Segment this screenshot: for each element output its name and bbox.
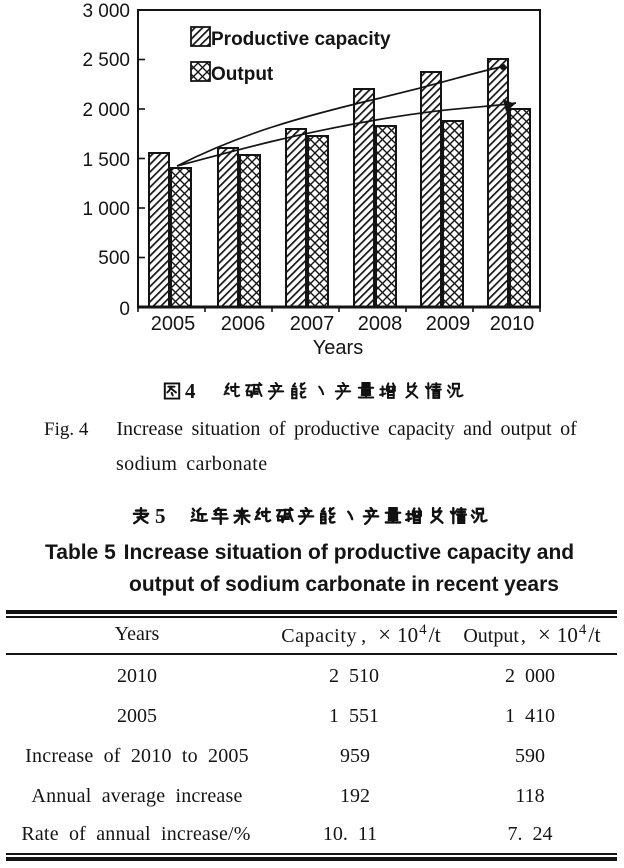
svg-text:Output: Output — [211, 64, 274, 85]
svg-text:Years: Years — [313, 337, 363, 359]
svg-text:2009: 2009 — [426, 313, 471, 335]
svg-text:0: 0 — [119, 299, 130, 320]
svg-text:Productive capacity: Productive capacity — [211, 29, 391, 50]
svg-text:500: 500 — [98, 248, 130, 269]
svg-text:1 000: 1 000 — [82, 199, 130, 220]
svg-text:2005: 2005 — [151, 313, 196, 335]
svg-text:3 000: 3 000 — [82, 1, 130, 22]
svg-text:2007: 2007 — [290, 313, 335, 335]
svg-text:1 500: 1 500 — [82, 150, 130, 171]
svg-text:2 500: 2 500 — [82, 50, 130, 71]
svg-text:2 000: 2 000 — [82, 100, 130, 121]
svg-text:2006: 2006 — [221, 313, 266, 335]
svg-text:2008: 2008 — [358, 313, 403, 335]
svg-text:2010: 2010 — [490, 313, 535, 335]
